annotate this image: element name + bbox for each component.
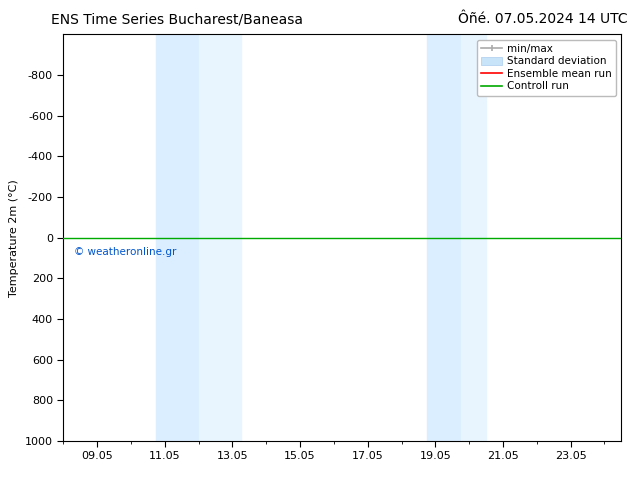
Bar: [427, 34, 461, 441]
Text: © weatheronline.gr: © weatheronline.gr: [74, 247, 176, 257]
Bar: [157, 34, 198, 441]
Legend: min/max, Standard deviation, Ensemble mean run, Controll run: min/max, Standard deviation, Ensemble me…: [477, 40, 616, 96]
Y-axis label: Temperature 2m (°C): Temperature 2m (°C): [10, 179, 20, 296]
Bar: [461, 34, 486, 441]
Text: Ôñé. 07.05.2024 14 UTC: Ôñé. 07.05.2024 14 UTC: [458, 12, 628, 26]
Bar: [198, 34, 241, 441]
Text: ENS Time Series Bucharest/Baneasa: ENS Time Series Bucharest/Baneasa: [51, 12, 302, 26]
